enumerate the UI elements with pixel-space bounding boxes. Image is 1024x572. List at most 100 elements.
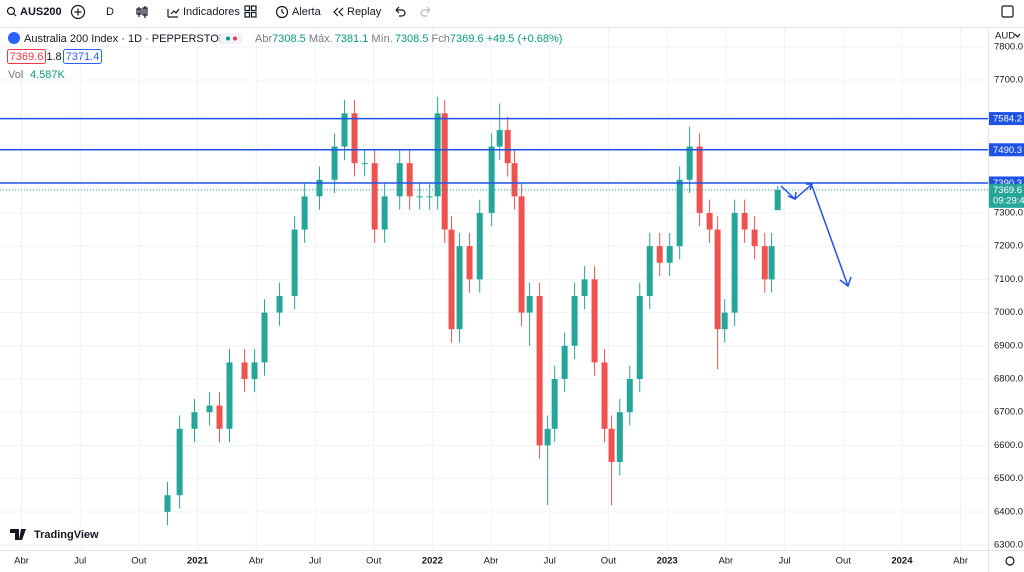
candle-body <box>768 246 775 280</box>
grid <box>0 28 988 550</box>
candle-body <box>241 362 248 379</box>
alert-icon[interactable] <box>275 5 289 19</box>
candle-body <box>434 113 441 197</box>
candle-body <box>496 129 503 147</box>
fullscreen-button[interactable] <box>1001 5 1014 18</box>
replay-button[interactable]: Replay <box>347 6 382 18</box>
buy-price[interactable]: 7371.4 <box>66 51 100 63</box>
drawing-arrowheads <box>787 183 814 201</box>
sell-price[interactable]: 7369.6 <box>10 51 44 63</box>
undo-button[interactable] <box>395 6 406 17</box>
open-label: Abr <box>255 33 272 45</box>
candle-body <box>544 428 551 446</box>
candle-body <box>676 179 683 247</box>
candle-body <box>511 163 518 197</box>
low-value: 7308.5 <box>395 33 429 45</box>
y-tick-label: 7000.0 <box>994 307 1023 318</box>
candle-body <box>371 163 378 230</box>
candle-body <box>591 279 598 363</box>
close-value: 7369.6 <box>450 33 484 45</box>
indicators-icon[interactable] <box>167 8 180 18</box>
toolbar-bg <box>0 0 1024 27</box>
y-tick-label: 6300.0 <box>994 540 1023 551</box>
change: +49.5 (+0.68%) <box>487 33 563 45</box>
price-label-bg <box>989 112 1024 126</box>
replay-icon[interactable] <box>333 7 344 17</box>
candle-body <box>526 295 533 313</box>
drawing-arrow[interactable] <box>811 185 849 287</box>
candle-body <box>406 163 413 197</box>
candle-body <box>251 362 258 379</box>
x-tick-label: Abr <box>484 556 499 567</box>
candle-body <box>206 405 213 413</box>
symbol-badge <box>8 32 20 44</box>
ohlc: Abr7308.5 Máx. 7381.1 Mín. 7308.5 Fch7369.… <box>255 33 562 45</box>
sell-button[interactable] <box>7 49 46 64</box>
y-tick-label: 6800.0 <box>994 374 1023 385</box>
y-tick-label: 6700.0 <box>994 407 1023 418</box>
buy-button[interactable] <box>63 49 102 64</box>
candle-body <box>608 428 615 463</box>
open-value: 7308.5 <box>272 33 306 45</box>
x-tick-label: Jul <box>74 556 86 567</box>
candle-body <box>426 196 433 198</box>
watermark: TradingView <box>34 529 99 541</box>
chart-type-body <box>136 8 142 15</box>
legend: Australia 200 Index · 1D · PEPPERSTONE A… <box>7 32 562 81</box>
candle-body <box>731 212 738 313</box>
candle-body <box>396 163 403 197</box>
countdown: 09:29:42 <box>993 195 1024 206</box>
alert-icon-hands <box>281 9 285 14</box>
price-label: 7390.3 <box>993 178 1022 189</box>
candle-body <box>571 295 578 346</box>
price-label: 7584.2 <box>993 114 1022 125</box>
close-label: Fch <box>432 33 450 45</box>
currency-dropdown[interactable] <box>1014 33 1021 38</box>
x-tick-label: 2023 <box>657 556 678 567</box>
volume-value: 4.587K <box>30 69 66 81</box>
high-label: Máx. <box>309 33 333 45</box>
legend-dot <box>226 36 230 41</box>
volume-label: Vol <box>8 69 23 81</box>
last-price-label: 7369.6 <box>993 185 1022 196</box>
search-icon-handle <box>13 13 17 17</box>
settings-button[interactable] <box>1005 556 1015 566</box>
candle-body <box>626 378 633 413</box>
legend-toggle[interactable] <box>220 33 242 44</box>
x-tick-label: Abr <box>953 556 968 567</box>
candle-body <box>616 412 623 463</box>
indicators-button[interactable]: Indicadores <box>183 6 240 18</box>
last-price-bg <box>989 183 1024 208</box>
compare-button[interactable] <box>70 4 86 20</box>
candle-body <box>741 212 748 230</box>
x-tick-label: Out <box>366 556 382 567</box>
candle-body <box>666 246 673 263</box>
layout-icon[interactable] <box>244 5 251 12</box>
alert-button[interactable]: Alerta <box>292 6 322 18</box>
candle-body <box>696 146 703 213</box>
x-tick-label: Abr <box>718 556 733 567</box>
redo-button[interactable] <box>420 6 431 17</box>
x-tick-label: 2024 <box>891 556 913 567</box>
tradingview-logo <box>10 529 26 540</box>
price-label: 7490.3 <box>993 145 1022 156</box>
candle-body <box>351 113 358 164</box>
low-label: Mín. <box>371 33 392 45</box>
drawing-zigzag[interactable] <box>780 183 813 201</box>
currency: AUD <box>995 31 1015 42</box>
candle-body <box>316 179 323 197</box>
candle-body <box>448 229 455 330</box>
legend-dot <box>233 36 237 41</box>
candle-body <box>441 113 448 230</box>
candle-body <box>361 163 368 165</box>
x-tick-label: Out <box>601 556 617 567</box>
interval[interactable]: D <box>106 6 114 18</box>
toolbar: AUS200 D Indicadores Alerta Replay <box>0 0 1024 28</box>
symbol[interactable]: AUS200 <box>20 6 62 18</box>
search-icon[interactable] <box>6 6 16 16</box>
candle-body <box>646 246 653 296</box>
x-tick-label: Abr <box>14 556 29 567</box>
candle-body <box>488 146 495 213</box>
drawing-arrowhead <box>839 276 852 288</box>
